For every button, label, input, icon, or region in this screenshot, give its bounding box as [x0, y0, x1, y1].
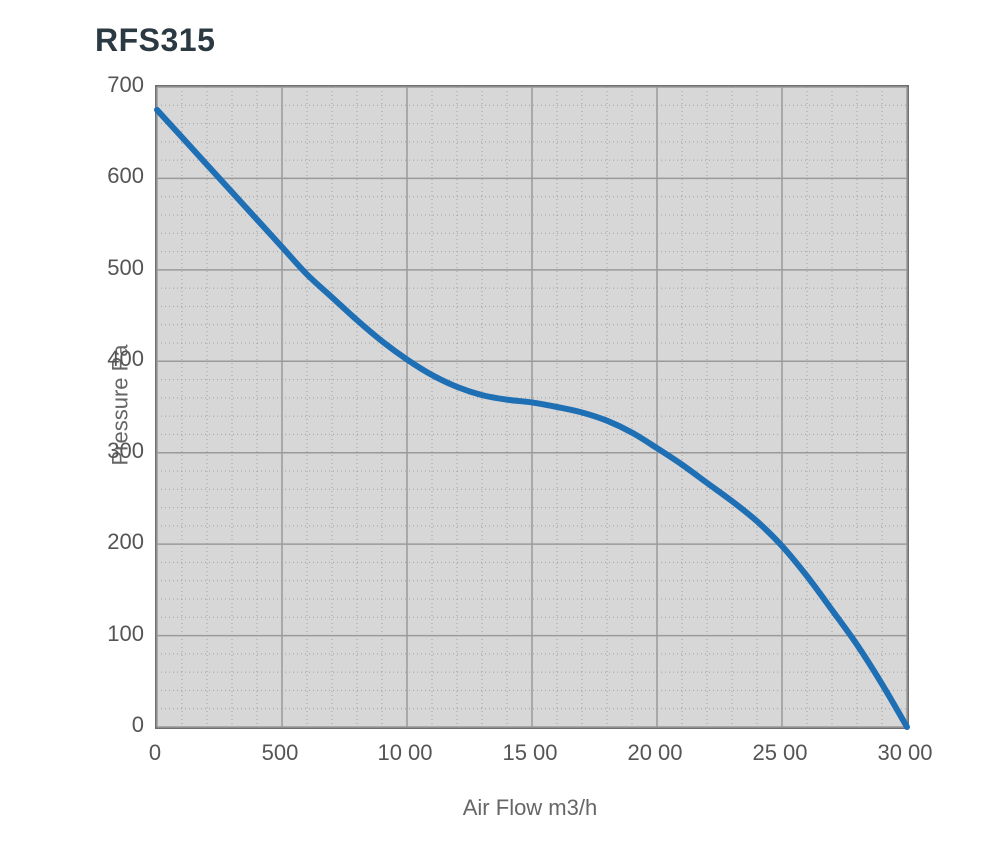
- x-axis-label: Air Flow m3/h: [155, 795, 905, 821]
- x-tick-label: 500: [240, 740, 320, 766]
- y-tick-label: 200: [84, 529, 144, 555]
- x-tick-label: 10 00: [365, 740, 445, 766]
- x-tick-label: 0: [115, 740, 195, 766]
- plot-area: [155, 85, 909, 729]
- y-tick-label: 600: [84, 163, 144, 189]
- y-tick-label: 0: [84, 712, 144, 738]
- x-tick-label: 15 00: [490, 740, 570, 766]
- x-tick-label: 25 00: [740, 740, 820, 766]
- y-tick-label: 400: [84, 346, 144, 372]
- y-tick-label: 100: [84, 621, 144, 647]
- y-tick-label: 700: [84, 72, 144, 98]
- y-tick-label: 500: [84, 255, 144, 281]
- y-tick-label: 300: [84, 438, 144, 464]
- x-tick-label: 30 00: [865, 740, 945, 766]
- chart-title: RFS315: [95, 22, 215, 59]
- grid-and-curve: [157, 87, 907, 727]
- x-tick-label: 20 00: [615, 740, 695, 766]
